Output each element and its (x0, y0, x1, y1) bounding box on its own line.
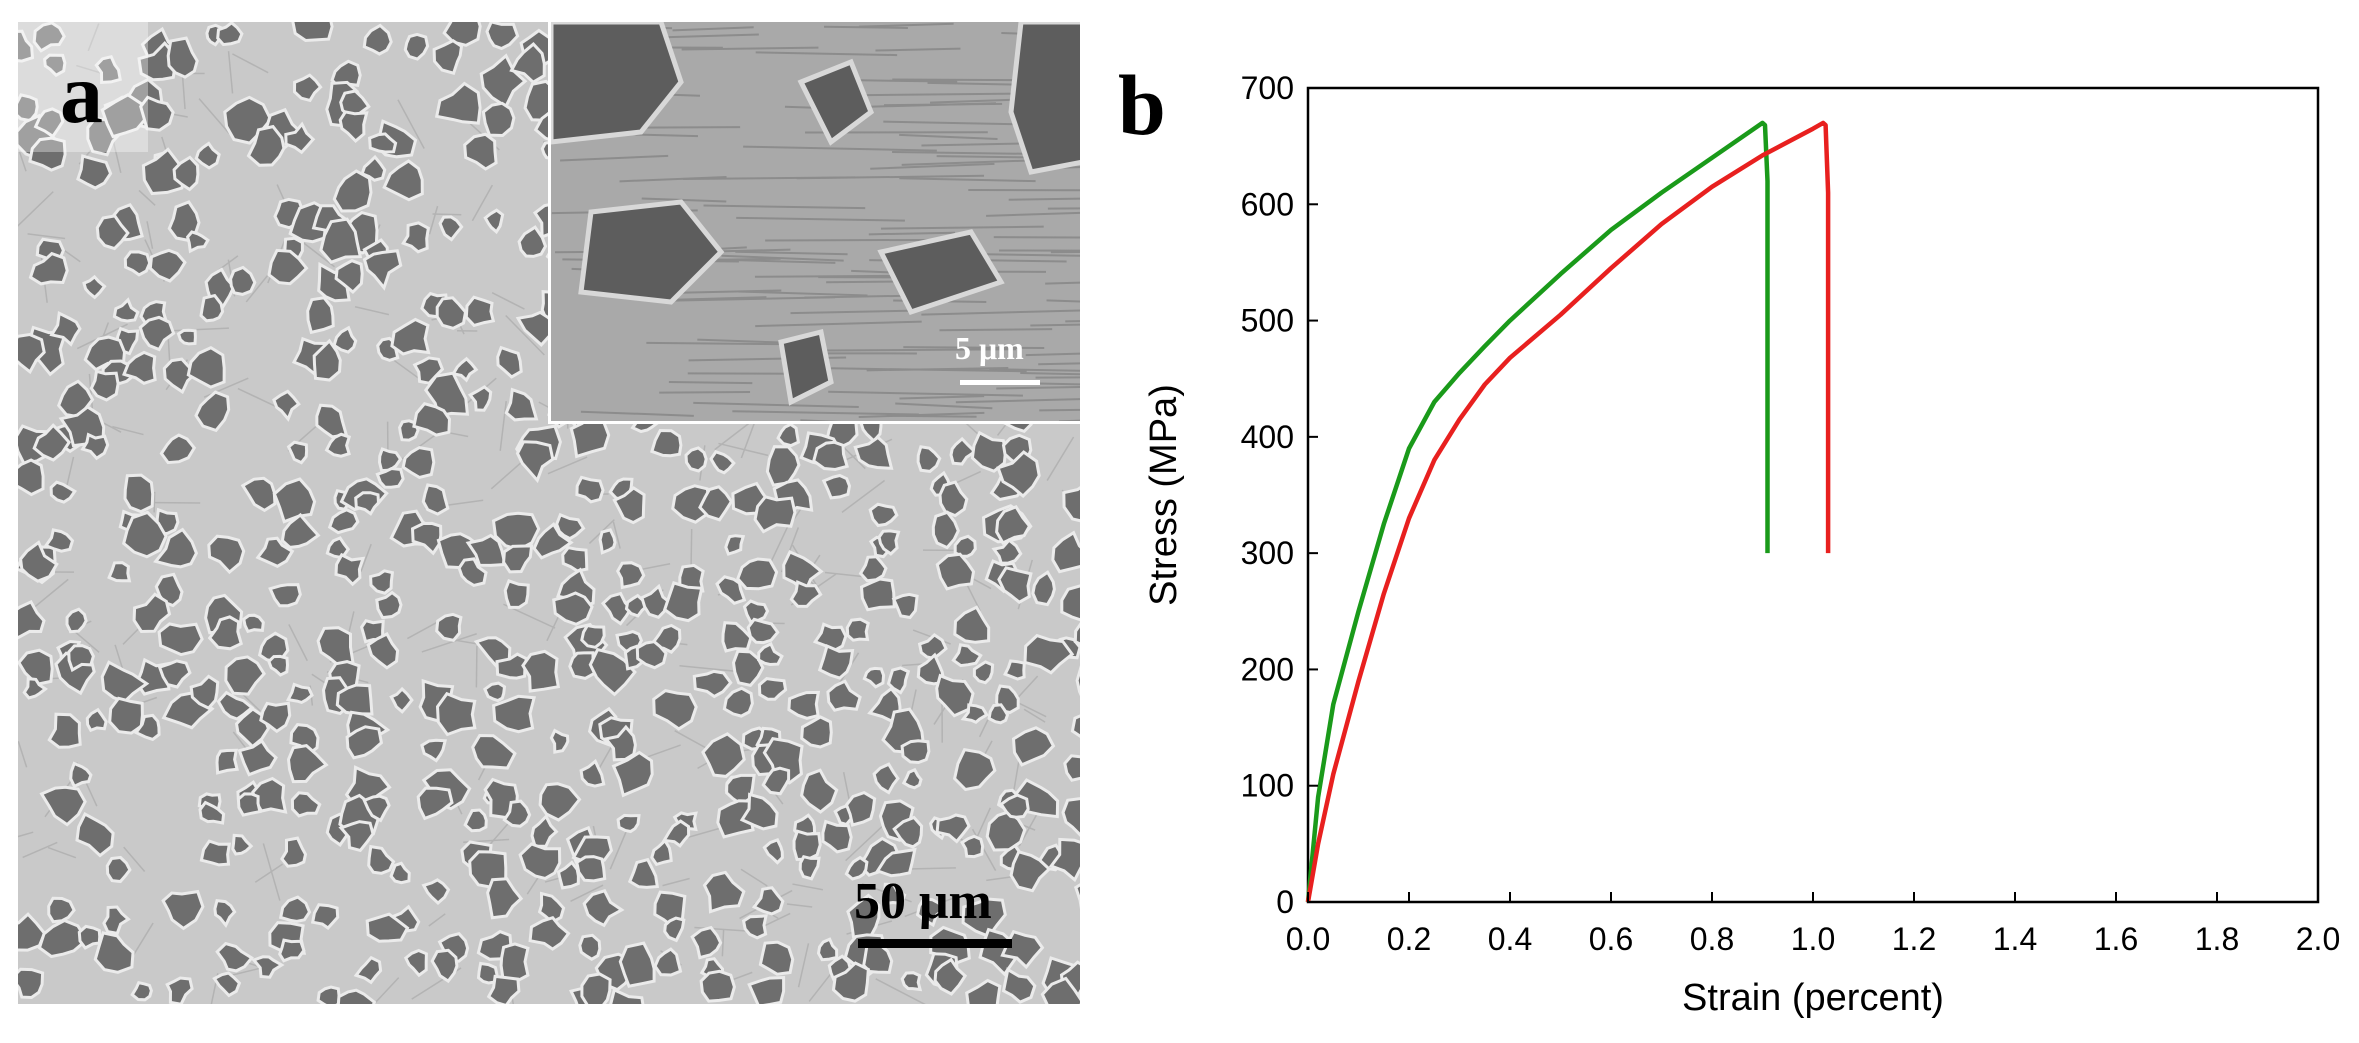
inset-scale-bar-label: 5 μm (955, 330, 1024, 366)
x-tick-label: 0.8 (1690, 921, 1734, 957)
series-line-2 (1305, 120, 1831, 903)
inset-scale-bar (960, 380, 1040, 385)
axis-ticks: 0.0 0.2 0.4 0.6 0.8 1.0 1.2 1.4 1.6 1.8 2.0 0 100 200… (1241, 70, 2341, 957)
y-tick-label: 600 (1241, 186, 1294, 222)
panel-label-a: a (60, 45, 103, 141)
plot-frame (1306, 86, 2320, 904)
scale-bar-label: 50 μm (854, 873, 992, 930)
x-tick-label: 1.4 (1993, 921, 2037, 957)
series-line-1 (1305, 120, 1770, 903)
x-tick-label: 0.2 (1387, 921, 1431, 957)
y-tick-label: 300 (1241, 535, 1294, 571)
x-tick-label: 1.0 (1791, 921, 1835, 957)
y-tick-label: 500 (1241, 303, 1294, 339)
y-axis-label: Stress (MPa) (1143, 384, 1185, 606)
y-tick-label: 0 (1276, 884, 1294, 920)
series-group (1305, 120, 1831, 903)
stress-strain-chart: 0.0 0.2 0.4 0.6 0.8 1.0 1.2 1.4 1.6 1.8 2.0 0 100 200… (1143, 70, 2341, 1019)
panel-label-b: b (1118, 57, 1166, 153)
x-tick-label: 0.4 (1488, 921, 1532, 957)
y-tick-label: 200 (1241, 651, 1294, 687)
x-tick-label: 1.2 (1892, 921, 1936, 957)
y-tick-label: 100 (1241, 768, 1294, 804)
micrograph-inset (548, 22, 1080, 424)
x-axis-label: Strain (percent) (1682, 977, 1944, 1019)
scale-bar (858, 939, 1012, 948)
x-tick-label: 2.0 (2296, 921, 2340, 957)
x-tick-label: 1.6 (2094, 921, 2138, 957)
y-tick-label: 700 (1241, 70, 1294, 106)
x-tick-label: 1.8 (2195, 921, 2239, 957)
x-tick-label: 0.6 (1589, 921, 1633, 957)
x-tick-label: 0.0 (1286, 921, 1330, 957)
plot-area (1306, 86, 2320, 904)
y-tick-label: 400 (1241, 419, 1294, 455)
micrograph-inset-texture (551, 22, 1080, 421)
